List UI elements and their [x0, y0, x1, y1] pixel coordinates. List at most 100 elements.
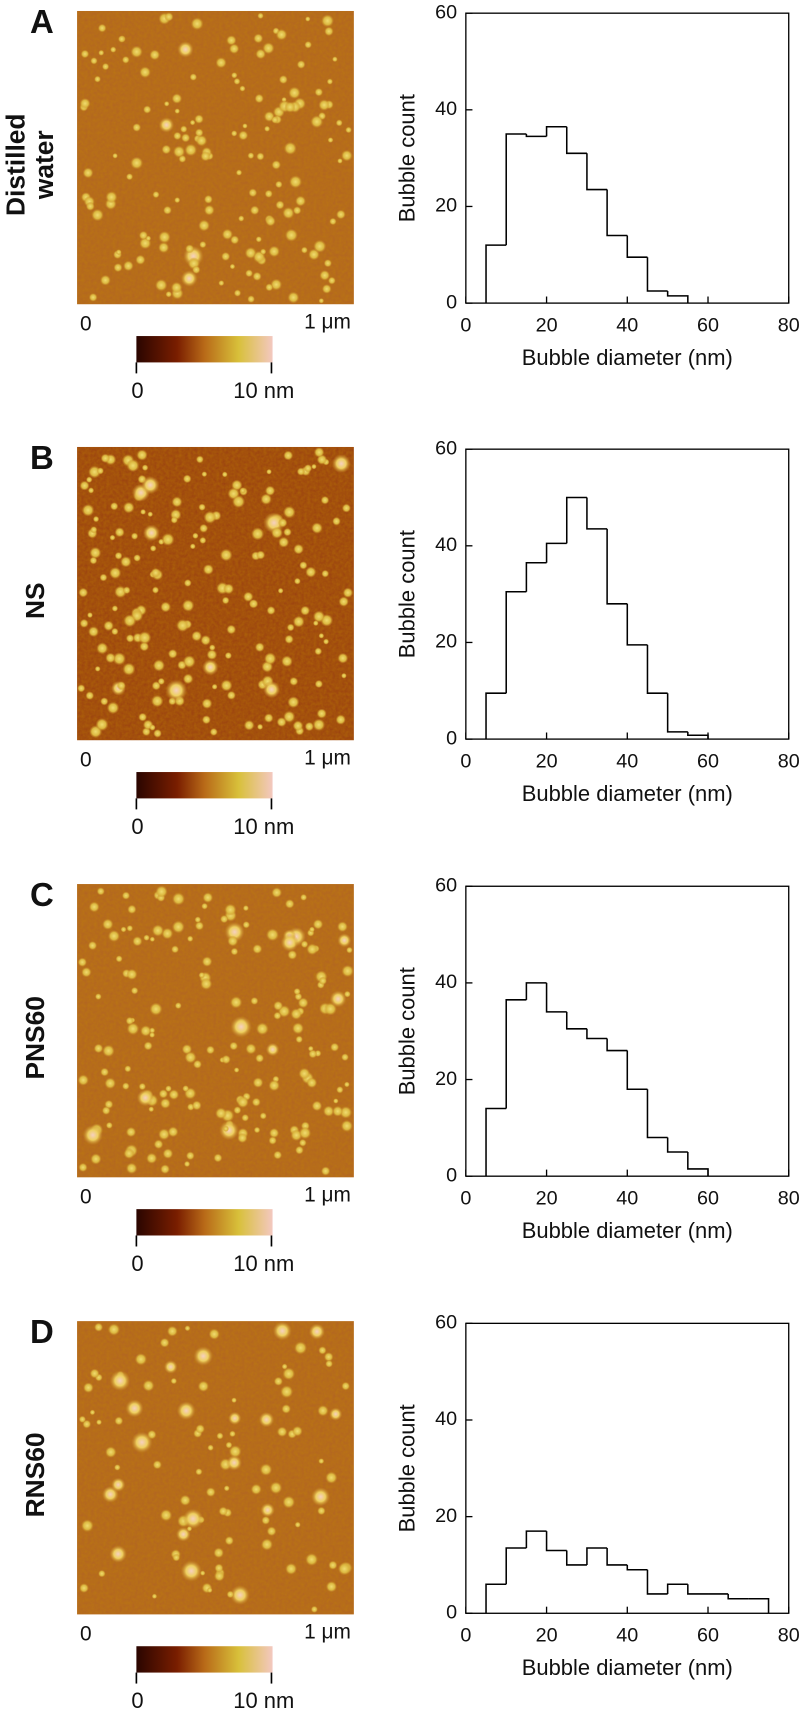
afm-bubble — [337, 158, 343, 164]
afm-bubble — [326, 78, 334, 85]
image-scale-end: 1 μm — [304, 1183, 351, 1206]
x-tick-label: 80 — [778, 314, 800, 336]
afm-bubble — [318, 1458, 325, 1465]
afm-bubble — [171, 892, 185, 906]
afm-bubble — [165, 679, 188, 702]
panel-letter: A — [30, 3, 54, 40]
afm-bubble — [117, 35, 126, 43]
histogram-bin — [586, 1028, 608, 1040]
afm-bubble — [172, 1553, 181, 1562]
afm-bubble — [226, 1455, 242, 1471]
afm-bubble — [292, 1022, 304, 1035]
afm-bubble — [114, 527, 125, 538]
afm-bubble — [173, 131, 182, 141]
panel: D RNS60 0 1 μm 0 10 nm 0 20 40 60 0 20 40 60 80 Bubble … — [20, 1312, 800, 1713]
x-tick-label: 20 — [536, 1187, 558, 1209]
afm-bubble — [327, 276, 336, 285]
afm-bubble — [242, 905, 249, 912]
afm-bubble — [298, 1138, 307, 1147]
afm-bubble — [306, 1077, 318, 1089]
afm-bubble — [97, 23, 107, 33]
afm-bubble — [251, 1097, 261, 1107]
afm-bubble — [138, 230, 149, 241]
afm-bubble — [331, 454, 351, 474]
afm-bubble — [332, 1105, 344, 1117]
afm-bubble — [312, 620, 319, 627]
afm-bubble — [162, 1148, 174, 1159]
afm-bubble — [199, 536, 207, 544]
y-axis-label: Bubble count — [395, 1404, 420, 1532]
colorbar — [136, 1646, 273, 1673]
afm-bubble — [341, 1381, 351, 1391]
afm-bubble — [88, 626, 99, 638]
sample-line: water — [29, 130, 59, 200]
afm-bubble — [126, 1022, 140, 1036]
afm-bubble — [159, 1098, 171, 1109]
afm-bubble — [273, 1011, 282, 1020]
x-tick-label: 80 — [778, 1625, 800, 1647]
afm-bubble — [98, 1569, 106, 1578]
x-tick-label: 0 — [460, 750, 471, 772]
image-scale-start: 0 — [80, 313, 92, 336]
afm-bubble — [318, 99, 330, 111]
afm-bubble — [163, 205, 172, 215]
afm-bubble — [152, 1460, 162, 1470]
afm-bubble — [158, 1128, 170, 1141]
afm-bubble — [150, 567, 161, 578]
x-tick-label: 80 — [778, 750, 800, 772]
afm-bubble — [122, 662, 136, 676]
afm-bubble — [336, 209, 346, 220]
panel-letter: B — [30, 439, 54, 476]
afm-bubble — [214, 1563, 224, 1573]
afm-bubble — [223, 1485, 230, 1492]
afm-bubble — [194, 916, 202, 923]
afm-bubble — [96, 642, 109, 655]
afm-bubble — [190, 17, 204, 31]
afm-bubble — [237, 1132, 248, 1144]
afm-bubble — [264, 125, 271, 132]
histogram-bin — [606, 1548, 628, 1566]
afm-bubble — [314, 647, 323, 656]
afm-bubble — [149, 49, 161, 61]
afm-bubble — [283, 710, 296, 723]
afm-bubble — [235, 169, 243, 176]
afm-bubble — [213, 1153, 223, 1163]
afm-bubble — [265, 215, 276, 227]
x-tick-label: 60 — [697, 314, 719, 336]
afm-bubble — [184, 1325, 191, 1332]
afm-bubble — [265, 1042, 280, 1057]
afm-bubble — [189, 543, 196, 550]
afm-bubble — [337, 933, 352, 948]
afm-bubble — [311, 1100, 323, 1112]
afm-bubble — [233, 1106, 242, 1115]
afm-bubble — [325, 1471, 338, 1484]
afm-bubble — [92, 515, 100, 523]
afm-bubble — [194, 921, 205, 931]
afm-bubble — [255, 48, 266, 60]
afm-bubble — [90, 1153, 102, 1165]
afm-bubble — [180, 125, 188, 133]
afm-bubble — [201, 715, 211, 725]
afm-bubble — [89, 546, 102, 559]
afm-bubble — [151, 1593, 158, 1600]
afm-bubble — [250, 996, 259, 1005]
afm-bubble — [282, 1495, 296, 1509]
afm-bubble — [91, 208, 104, 222]
afm-bubble — [288, 86, 301, 100]
afm-bubble — [321, 284, 332, 294]
afm-bubble — [268, 1136, 277, 1145]
y-axis-label: Bubble count — [395, 530, 420, 658]
histogram-bin — [666, 1137, 688, 1153]
afm-bubble — [123, 260, 134, 272]
afm-bubble — [255, 1053, 265, 1063]
colorbar-max: 10 nm — [233, 814, 294, 839]
afm-bubble — [81, 503, 95, 517]
afm-bubble — [295, 1145, 304, 1155]
afm-bubble — [123, 614, 137, 628]
afm-bubble — [171, 93, 183, 104]
afm-bubble — [321, 14, 334, 28]
afm-bubble — [155, 278, 168, 292]
afm-bubble — [316, 708, 327, 719]
afm-bubble — [252, 271, 262, 281]
afm-bubble — [281, 1404, 291, 1414]
